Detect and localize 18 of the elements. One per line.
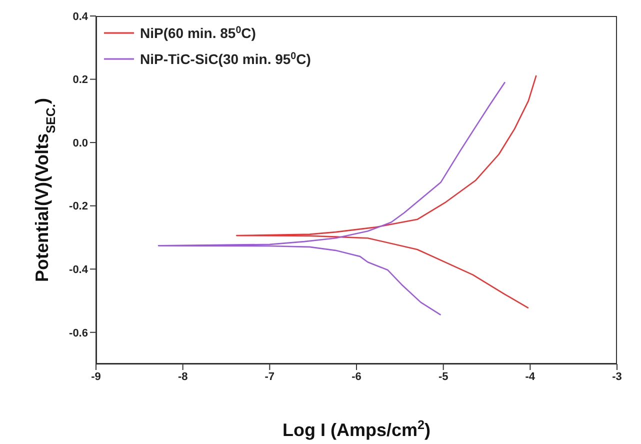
y-tick-label: -0.2 [69, 200, 88, 213]
x-tick-label: -4 [525, 370, 536, 383]
y-tick-label: 0.0 [72, 137, 88, 150]
x-tick-label: -7 [264, 370, 275, 383]
x-tick-label: -8 [178, 370, 188, 383]
x-axis-title: Log I (Amps/cm$^{2}$) [282, 418, 431, 440]
x-tick-label: -9 [91, 370, 101, 383]
x-tick-label: -6 [352, 370, 362, 383]
line-series [158, 81, 506, 316]
x-tick-label: -5 [438, 370, 448, 383]
line-series [236, 74, 537, 309]
legend-label: NiP(60 min. 85$^{0}$C) [140, 24, 256, 41]
x-tick-label: -3 [612, 370, 622, 383]
y-tick-label: 0.4 [72, 10, 89, 23]
legend-label: NiP-TiC-SiC(30 min. 95$^{0}$C) [140, 50, 311, 67]
y-tick-label: 0.2 [72, 74, 88, 86]
y-tick-label: -0.6 [69, 327, 88, 340]
y-tick-label: -0.4 [69, 264, 89, 276]
